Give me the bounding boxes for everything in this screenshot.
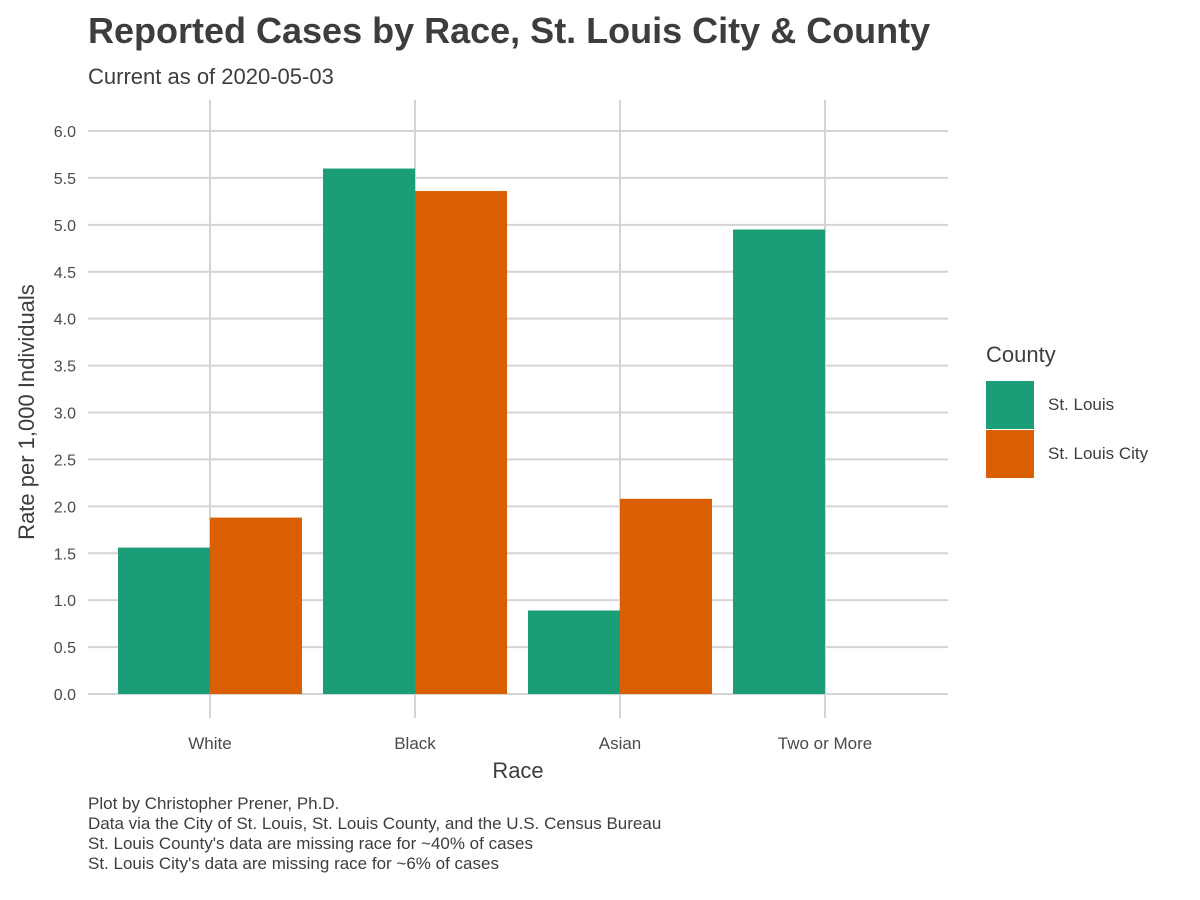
bar-asian-st-louis: [528, 610, 620, 694]
x-axis-ticks: White Black Asian Two or More: [188, 734, 872, 753]
y-tick-label: 0.0: [54, 687, 76, 704]
y-tick-label: 4.0: [54, 312, 76, 329]
legend-swatch-st-louis-city: [986, 429, 1034, 478]
caption-line: St. Louis City's data are missing race f…: [88, 854, 499, 873]
caption-line: St. Louis County's data are missing race…: [88, 834, 533, 853]
y-tick-label: 5.0: [54, 218, 76, 235]
legend-item-st-louis: St. Louis: [986, 380, 1148, 429]
x-tick-label-white: White: [188, 734, 231, 753]
y-tick-label: 3.0: [54, 406, 76, 423]
x-tick-label-asian: Asian: [599, 734, 642, 753]
caption-line: Plot by Christopher Prener, Ph.D.: [88, 794, 340, 813]
chart-subtitle: Current as of 2020-05-03: [88, 64, 334, 89]
y-tick-label: 3.5: [54, 359, 76, 376]
chart-title: Reported Cases by Race, St. Louis City &…: [88, 10, 931, 51]
legend-label-st-louis: St. Louis: [1048, 394, 1115, 414]
y-axis-ticks: 0.0 0.5 1.0 1.5 2.0 2.5 3.0 3.5 4.0 4.5 5.0 5.5 6.0: [54, 124, 76, 704]
x-tick-label-two-or-more: Two or More: [778, 734, 872, 753]
y-tick-label: 4.5: [54, 265, 76, 282]
caption-line: Data via the City of St. Louis, St. Loui…: [88, 814, 662, 833]
y-tick-label: 0.5: [54, 640, 76, 657]
bar-black-st-louis-city: [415, 191, 507, 694]
bar-black-st-louis: [323, 168, 415, 695]
bar-asian-st-louis-city: [620, 498, 712, 694]
legend-swatch-st-louis: [986, 380, 1034, 429]
y-tick-label: 1.0: [54, 593, 76, 610]
bars: [118, 168, 825, 695]
bar-white-st-louis-city: [210, 517, 302, 694]
legend: County St. Louis St. Louis City: [986, 342, 1148, 478]
y-tick-label: 1.5: [54, 546, 76, 563]
y-tick-label: 5.5: [54, 171, 76, 188]
y-tick-label: 2.0: [54, 499, 76, 516]
legend-label-st-louis-city: St. Louis City: [1048, 443, 1149, 463]
y-tick-label: 6.0: [54, 124, 76, 141]
x-tick-label-black: Black: [394, 734, 436, 753]
x-axis-title: Race: [492, 758, 543, 783]
y-tick-label: 2.5: [54, 452, 76, 469]
legend-title: County: [986, 342, 1056, 367]
caption: Plot by Christopher Prener, Ph.D. Data v…: [88, 794, 661, 874]
bar-two-or-more-st-louis: [733, 229, 825, 694]
y-axis-title: Rate per 1,000 Individuals: [14, 284, 39, 540]
bar-white-st-louis: [118, 547, 210, 694]
legend-item-st-louis-city: St. Louis City: [986, 429, 1148, 478]
